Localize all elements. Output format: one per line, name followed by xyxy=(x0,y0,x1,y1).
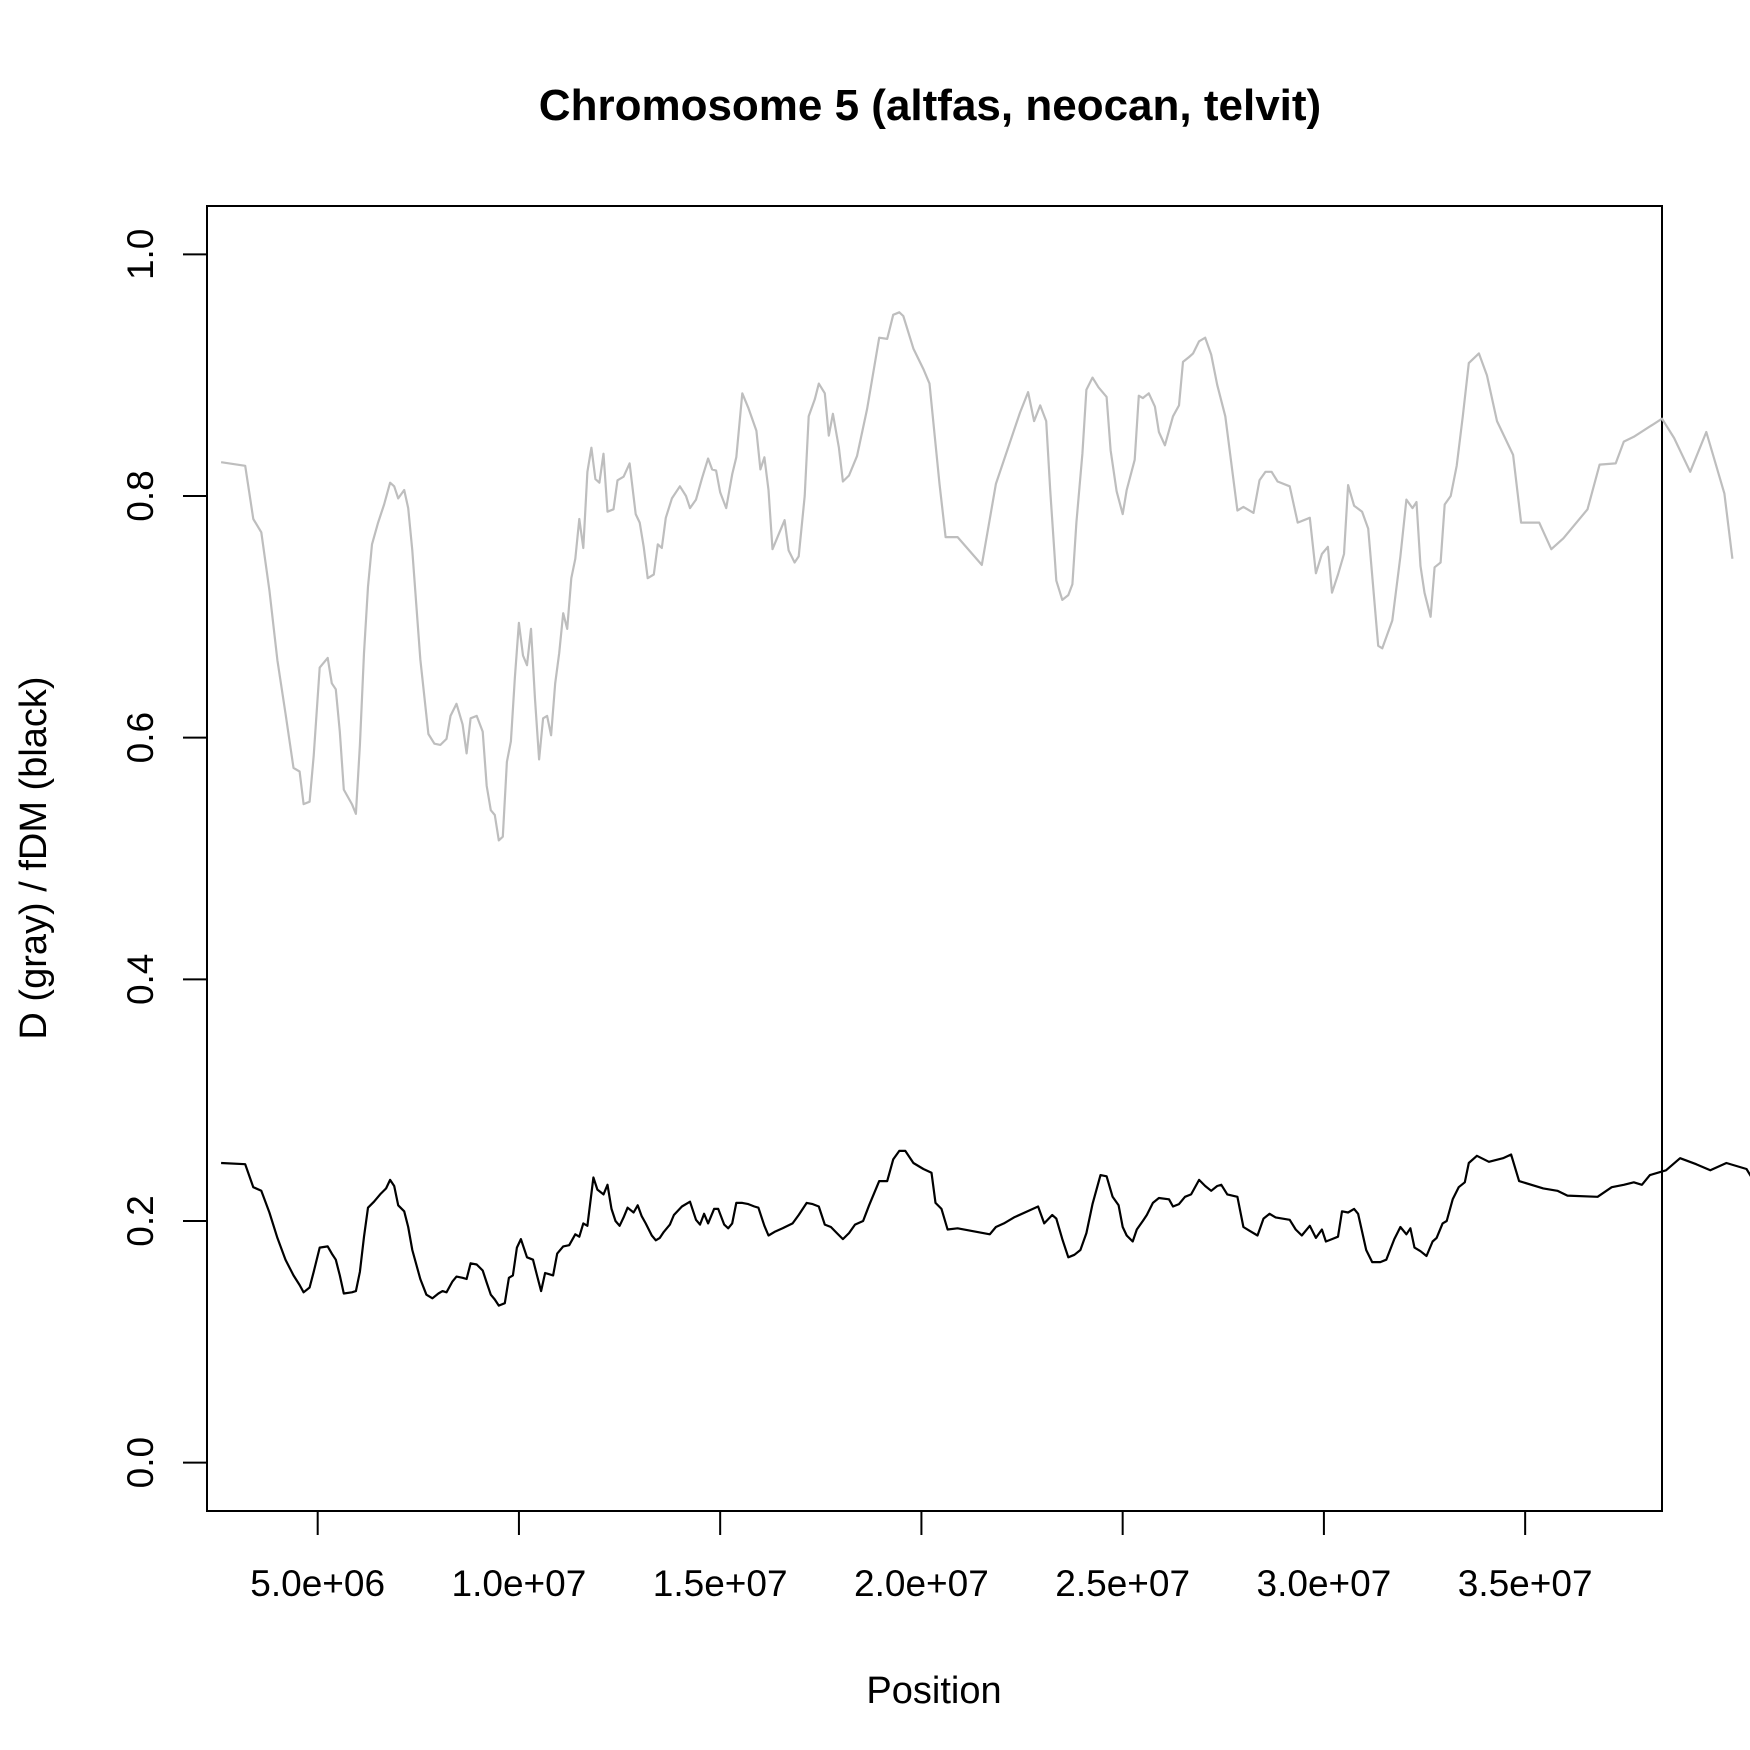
x-tick-label: 5.0e+06 xyxy=(250,1563,385,1604)
y-axis: 0.0 0.2 0.4 0.6 0.8 1.0 xyxy=(120,229,207,1488)
x-axis: 5.0e+06 1.0e+07 1.5e+07 2.0e+07 2.5e+07 3.0e+… xyxy=(250,1511,1593,1604)
y-tick-label: 0.8 xyxy=(120,470,161,521)
x-tick-label: 1.0e+07 xyxy=(452,1563,587,1604)
x-tick-label: 3.0e+07 xyxy=(1257,1563,1392,1604)
x-tick-label: 1.5e+07 xyxy=(653,1563,788,1604)
y-tick-label: 1.0 xyxy=(120,229,161,280)
y-tick-label: 0.4 xyxy=(120,954,161,1005)
y-tick-label: 0.6 xyxy=(120,712,161,763)
x-tick-label: 2.5e+07 xyxy=(1055,1563,1190,1604)
y-axis-label: D (gray) / fDM (black) xyxy=(13,676,55,1039)
y-tick-label: 0.2 xyxy=(120,1195,161,1246)
x-tick-label: 2.0e+07 xyxy=(854,1563,989,1604)
x-axis-label: Position xyxy=(866,1670,1001,1712)
y-tick-label: 0.0 xyxy=(120,1437,161,1488)
series-line-d xyxy=(220,311,1734,842)
chart-title: Chromosome 5 (altfas, neocan, telvit) xyxy=(539,81,1321,130)
series-group xyxy=(220,311,1750,1307)
plot-frame xyxy=(206,205,1663,1512)
x-tick-label: 3.5e+07 xyxy=(1458,1563,1593,1604)
series-line-fdm xyxy=(221,1149,1750,1307)
